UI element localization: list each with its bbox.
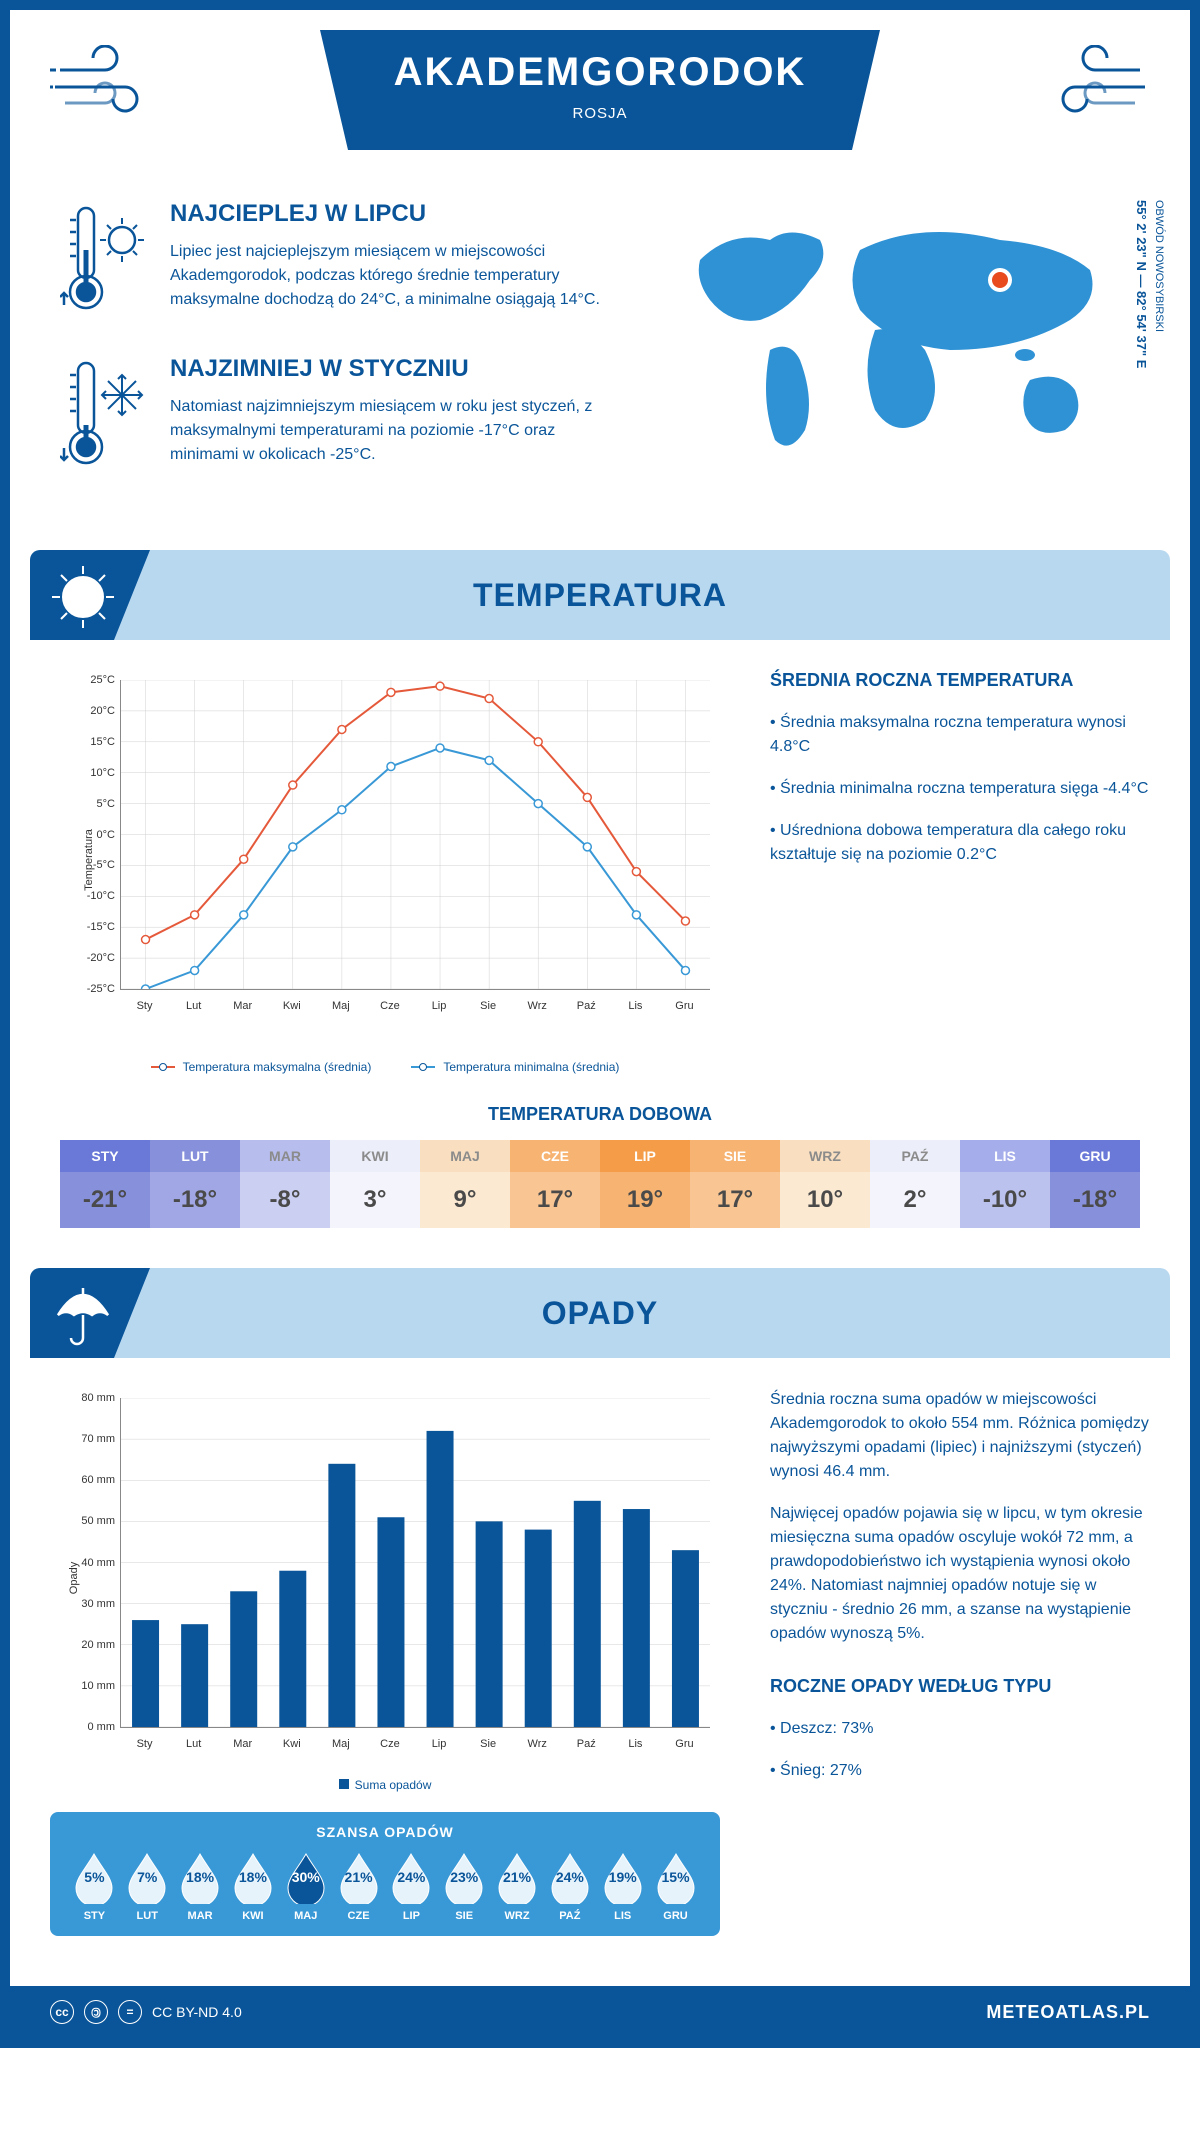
- thermometer-sun-icon: [60, 200, 150, 325]
- precip-chance-panel: SZANSA OPADÓW 5%STY7%LUT18%MAR18%KWI30%M…: [50, 1812, 720, 1936]
- header: AKADEMGORODOK ROSJA: [10, 10, 1190, 180]
- precip-text: Średnia roczna suma opadów w miejscowośc…: [770, 1388, 1150, 1936]
- daily-temp-cell: MAJ9°: [420, 1140, 510, 1228]
- precip-chance-drop: 21%CZE: [337, 1850, 381, 1922]
- sun-icon: [48, 562, 118, 637]
- warmest-text: Lipiec jest najcieplejszym miesiącem w m…: [170, 240, 620, 312]
- umbrella-icon: [48, 1280, 118, 1355]
- precip-chance-drop: 7%LUT: [125, 1850, 169, 1922]
- temperature-title: TEMPERATURA: [473, 577, 727, 614]
- city-title: AKADEMGORODOK: [380, 50, 820, 95]
- temperature-line-chart: Temperatura -25°C-20°C-15°C-10°C-5°C0°C5…: [50, 670, 720, 1050]
- precip-chance-drop: 18%MAR: [178, 1850, 222, 1922]
- title-banner: AKADEMGORODOK ROSJA: [320, 30, 880, 150]
- daily-temp-cell: PAŹ2°: [870, 1140, 960, 1228]
- daily-temp-cell: LUT-18°: [150, 1140, 240, 1228]
- daily-temp-cell: SIE17°: [690, 1140, 780, 1228]
- intro-row: NAJCIEPLEJ W LIPCU Lipiec jest najcieple…: [10, 180, 1190, 550]
- daily-temp-cell: KWI3°: [330, 1140, 420, 1228]
- daily-temp-cell: STY-21°: [60, 1140, 150, 1228]
- precipitation-bar-chart: Opady 0 mm10 mm20 mm30 mm40 mm50 mm60 mm…: [50, 1388, 720, 1768]
- nd-icon: =: [118, 2000, 142, 2024]
- license: cc 🄯 = CC BY-ND 4.0: [50, 2000, 242, 2024]
- precip-chance-drop: 24%PAŹ: [548, 1850, 592, 1922]
- thermometer-snow-icon: [60, 355, 150, 480]
- page: AKADEMGORODOK ROSJA: [0, 0, 1200, 2048]
- daily-temp-cell: GRU-18°: [1050, 1140, 1140, 1228]
- annual-temp-text: ŚREDNIA ROCZNA TEMPERATURA • Średnia mak…: [770, 670, 1150, 1074]
- precip-chance-drop: 15%GRU: [654, 1850, 698, 1922]
- precip-chance-drop: 5%STY: [72, 1850, 116, 1922]
- cc-icon: cc: [50, 2000, 74, 2024]
- precip-chance-drop: 24%LIP: [389, 1850, 433, 1922]
- precip-chance-drop: 21%WRZ: [495, 1850, 539, 1922]
- country-subtitle: ROSJA: [380, 105, 820, 122]
- coldest-text: Natomiast najzimniejszym miesiącem w rok…: [170, 395, 620, 467]
- location-marker: [992, 272, 1008, 288]
- daily-temp-title: TEMPERATURA DOBOWA: [50, 1104, 1150, 1125]
- precipitation-section-header: OPADY: [30, 1268, 1170, 1358]
- footer: cc 🄯 = CC BY-ND 4.0 METEOATLAS.PL: [10, 1986, 1190, 2038]
- wind-icon: [50, 45, 180, 130]
- daily-temp-cell: MAR-8°: [240, 1140, 330, 1228]
- precip-chance-drop: 19%LIS: [601, 1850, 645, 1922]
- daily-temp-table: STY-21°LUT-18°MAR-8°KWI3°MAJ9°CZE17°LIP1…: [60, 1140, 1140, 1228]
- precip-chance-drop: 30%MAJ: [284, 1850, 328, 1922]
- temperature-section-header: TEMPERATURA: [30, 550, 1170, 640]
- daily-temp-cell: CZE17°: [510, 1140, 600, 1228]
- precip-chance-drop: 23%SIE: [442, 1850, 486, 1922]
- precip-chance-drop: 18%KWI: [231, 1850, 275, 1922]
- precipitation-title: OPADY: [542, 1295, 658, 1332]
- by-icon: 🄯: [84, 2000, 108, 2024]
- daily-temp-cell: LIP19°: [600, 1140, 690, 1228]
- map-column: OBWÓD NOWOSYBIRSKI 55° 2' 23" N — 82° 54…: [660, 200, 1140, 510]
- site-name: METEOATLAS.PL: [986, 2002, 1150, 2023]
- temperature-section: Temperatura -25°C-20°C-15°C-10°C-5°C0°C5…: [10, 670, 1190, 1268]
- intro-text-column: NAJCIEPLEJ W LIPCU Lipiec jest najcieple…: [60, 200, 620, 510]
- daily-temp-cell: WRZ10°: [780, 1140, 870, 1228]
- wind-icon: [1020, 45, 1150, 130]
- chart-legend: Temperatura maksymalna (średnia) Tempera…: [50, 1060, 720, 1074]
- warmest-block: NAJCIEPLEJ W LIPCU Lipiec jest najcieple…: [60, 200, 620, 325]
- bar-legend: Suma opadów: [50, 1778, 720, 1792]
- coordinates: OBWÓD NOWOSYBIRSKI 55° 2' 23" N — 82° 54…: [1132, 200, 1168, 368]
- daily-temp-cell: LIS-10°: [960, 1140, 1050, 1228]
- precipitation-section: Opady 0 mm10 mm20 mm30 mm40 mm50 mm60 mm…: [10, 1388, 1190, 1966]
- world-map: [660, 200, 1140, 480]
- coldest-block: NAJZIMNIEJ W STYCZNIU Natomiast najzimni…: [60, 355, 620, 480]
- coldest-title: NAJZIMNIEJ W STYCZNIU: [170, 355, 620, 383]
- warmest-title: NAJCIEPLEJ W LIPCU: [170, 200, 620, 228]
